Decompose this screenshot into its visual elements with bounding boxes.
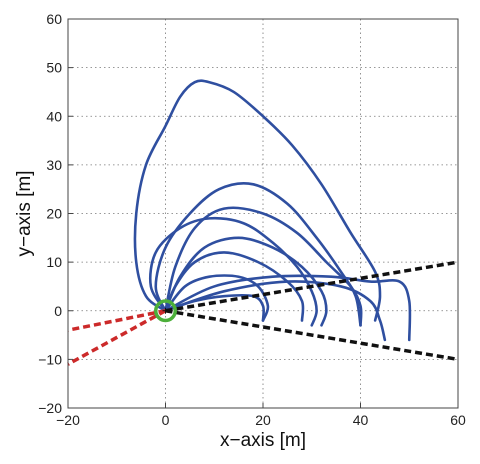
sensor-boundary-line	[165, 309, 459, 362]
y-tick-label: 0	[54, 303, 62, 319]
ticks: −20 0 20 40 60 −20 −10 0 10 20 30 40 50 60	[38, 11, 466, 428]
y-tick-label: −20	[38, 400, 62, 416]
y-tick-label: 40	[46, 108, 62, 124]
trajectory-line	[164, 206, 363, 327]
rear-boundary-line	[67, 309, 166, 332]
origin-plus-marker	[162, 307, 169, 314]
origin-circle-marker	[154, 299, 177, 323]
x-tick-label: 0	[162, 412, 170, 428]
trajectory-line	[164, 236, 328, 327]
trajectory-line	[164, 280, 387, 342]
x-tick-label: 40	[353, 412, 369, 428]
y-tick-label: 50	[46, 60, 62, 76]
trajectory-line	[148, 216, 318, 327]
trajectory-line	[164, 251, 305, 322]
rear-boundary-line	[67, 309, 167, 366]
x-axis-label: x−axis [m]	[220, 430, 306, 451]
y-tick-label: 20	[46, 206, 62, 222]
y-axis-label: y−axis [m]	[14, 170, 35, 256]
trajectory-line	[164, 274, 270, 322]
y-tick-label: 60	[46, 11, 62, 27]
x-tick-label: 20	[255, 412, 271, 428]
y-tick-label: −10	[38, 351, 62, 367]
x-tick-label: −20	[56, 412, 80, 428]
y-tick-label: 30	[46, 157, 62, 173]
plot-area	[67, 79, 459, 366]
sensor-boundary-line	[165, 260, 459, 313]
trajectory-line	[133, 79, 382, 322]
y-tick-label: 10	[46, 254, 62, 270]
x-tick-label: 60	[450, 412, 466, 428]
